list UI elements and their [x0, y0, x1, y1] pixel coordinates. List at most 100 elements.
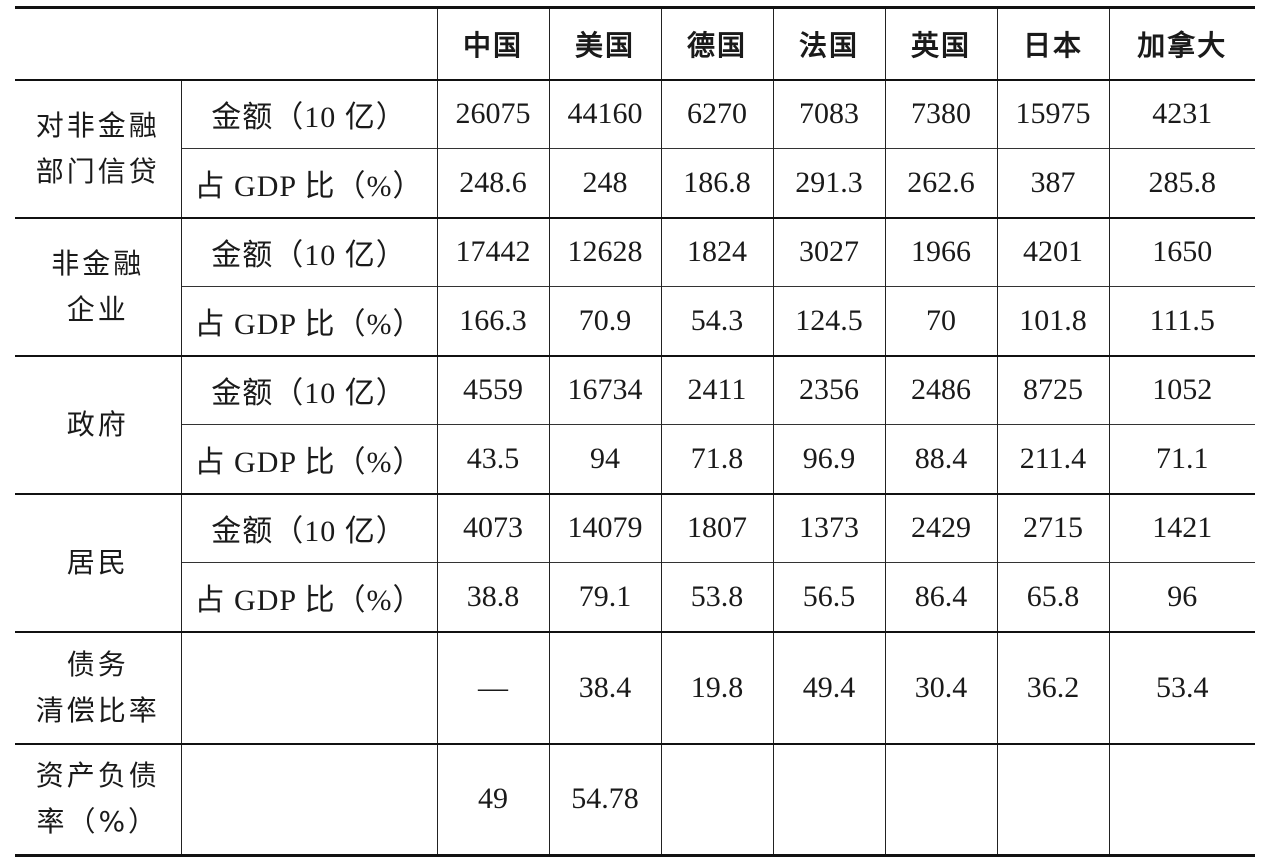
header-usa: 美国 [548, 6, 662, 81]
value-cell: 53.8 [660, 562, 774, 632]
value-cell [884, 742, 998, 857]
value-cell: 79.1 [548, 562, 662, 632]
value-cell: 71.1 [1108, 424, 1255, 494]
value-cell: 2486 [884, 354, 998, 425]
value-cell [660, 742, 774, 857]
value-cell: 2411 [660, 354, 774, 425]
value-cell: 1373 [772, 492, 886, 563]
metric-label: 金额（10 亿） [180, 216, 438, 287]
value-cell: 43.5 [436, 424, 550, 494]
value-cell: 19.8 [660, 630, 774, 744]
table-row: 债务 清偿比率 — 38.4 19.8 49.4 30.4 36.2 53.4 [15, 630, 1255, 744]
table-row: 政府 金额（10 亿） 4559 16734 2411 2356 2486 87… [15, 354, 1255, 494]
value-cell [1108, 742, 1255, 857]
metric-label: 金额（10 亿） [180, 354, 438, 425]
category-line: 部门信贷 [35, 154, 160, 188]
table-row: 占 GDP 比（%） 43.5 94 71.8 96.9 88.4 211.4 … [15, 424, 1255, 494]
value-cell: 1650 [1108, 216, 1255, 287]
value-cell: 38.8 [436, 562, 550, 632]
value-cell: 49 [436, 742, 550, 857]
value-cell: 44160 [548, 78, 662, 149]
value-cell: 56.5 [772, 562, 886, 632]
debt-table: 中国 美国 德国 法国 英国 日本 加拿大 对非金融 部门信贷 金额（10 亿）… [15, 6, 1255, 857]
category-cell: 债务 清偿比率 [15, 630, 182, 744]
value-cell: 7380 [884, 78, 998, 149]
category-line: 非金融 [51, 246, 145, 280]
value-cell: 15975 [996, 78, 1110, 149]
value-cell: 2356 [772, 354, 886, 425]
header-corner [15, 6, 438, 81]
value-cell: 166.3 [436, 286, 550, 356]
value-cell: 4559 [436, 354, 550, 425]
value-cell: 36.2 [996, 630, 1110, 744]
header-row: 中国 美国 德国 法国 英国 日本 加拿大 [15, 6, 1255, 81]
header-japan: 日本 [996, 6, 1110, 81]
value-cell: 94 [548, 424, 662, 494]
value-cell: 186.8 [660, 148, 774, 218]
metric-label: 占 GDP 比（%） [181, 562, 438, 632]
value-cell: 96 [1108, 562, 1255, 632]
value-cell: 30.4 [884, 630, 998, 744]
value-cell [996, 742, 1110, 857]
value-cell: 8725 [996, 354, 1110, 425]
category-cell: 政府 [15, 354, 182, 494]
table-row: 资产负债 率（%） 49 54.78 [15, 742, 1255, 857]
value-cell: 101.8 [996, 286, 1110, 356]
category-line: 清偿比率 [35, 693, 160, 727]
value-cell: 387 [996, 148, 1110, 218]
category-line: 资产负债 [35, 759, 160, 793]
value-cell: 111.5 [1108, 286, 1255, 356]
value-cell: 38.4 [548, 630, 662, 744]
table-row: 对非金融 部门信贷 金额（10 亿） 26075 44160 6270 7083… [15, 78, 1255, 218]
metric-label: 占 GDP 比（%） [181, 286, 438, 356]
category-line: 政府 [66, 407, 129, 441]
value-cell: 4231 [1108, 78, 1255, 149]
category-line: 率（%） [36, 805, 160, 839]
value-cell: 1966 [884, 216, 998, 287]
value-cell: 12628 [548, 216, 662, 287]
category-cell: 资产负债 率（%） [15, 742, 182, 857]
category-cell: 非金融 企业 [15, 216, 182, 356]
value-cell: 2715 [996, 492, 1110, 563]
value-cell: 1824 [660, 216, 774, 287]
table-row: 占 GDP 比（%） 38.8 79.1 53.8 56.5 86.4 65.8… [15, 562, 1255, 632]
value-cell: 86.4 [884, 562, 998, 632]
header-canada: 加拿大 [1108, 6, 1255, 81]
table-row: 非金融 企业 金额（10 亿） 17442 12628 1824 3027 19… [15, 216, 1255, 356]
table-row: 居民 金额（10 亿） 4073 14079 1807 1373 2429 27… [15, 492, 1255, 632]
category-line: 居民 [66, 545, 129, 579]
metric-label: 金额（10 亿） [180, 492, 438, 563]
value-cell: 53.4 [1108, 630, 1255, 744]
metric-label: 占 GDP 比（%） [181, 148, 438, 218]
metric-label [180, 630, 438, 744]
value-cell: 248 [548, 148, 662, 218]
value-cell: 71.8 [660, 424, 774, 494]
value-cell: 17442 [436, 216, 550, 287]
value-cell: 285.8 [1108, 148, 1255, 218]
value-cell: 70 [884, 286, 998, 356]
value-cell: 26075 [436, 78, 550, 149]
value-cell: 248.6 [436, 148, 550, 218]
value-cell: — [436, 630, 550, 744]
value-cell: 16734 [548, 354, 662, 425]
value-cell: 4201 [996, 216, 1110, 287]
value-cell: 2429 [884, 492, 998, 563]
value-cell: 54.3 [660, 286, 774, 356]
value-cell: 3027 [772, 216, 886, 287]
value-cell: 291.3 [772, 148, 886, 218]
table-row: 占 GDP 比（%） 248.6 248 186.8 291.3 262.6 3… [15, 148, 1255, 218]
category-line: 债务 [66, 647, 129, 681]
metric-label: 金额（10 亿） [180, 78, 438, 149]
header-uk: 英国 [884, 6, 998, 81]
value-cell: 4073 [436, 492, 550, 563]
header-china: 中国 [436, 6, 550, 81]
value-cell: 7083 [772, 78, 886, 149]
value-cell: 96.9 [772, 424, 886, 494]
metric-label: 占 GDP 比（%） [181, 424, 438, 494]
value-cell: 6270 [660, 78, 774, 149]
category-cell: 居民 [15, 492, 182, 632]
value-cell [772, 742, 886, 857]
value-cell: 262.6 [884, 148, 998, 218]
value-cell: 1807 [660, 492, 774, 563]
table-row: 占 GDP 比（%） 166.3 70.9 54.3 124.5 70 101.… [15, 286, 1255, 356]
